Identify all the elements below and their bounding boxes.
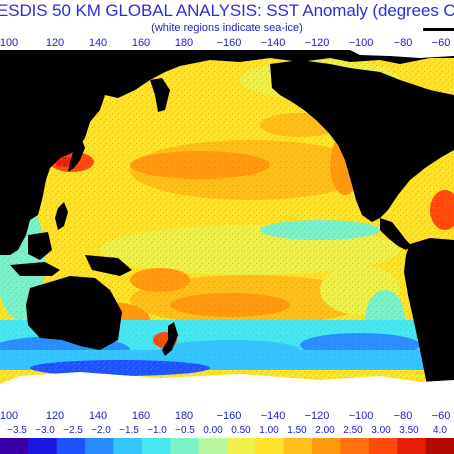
land-indonesia-1 (10, 262, 60, 276)
land-south-america (404, 238, 454, 406)
colorbar-label: 3.50 (399, 425, 419, 436)
colorbar-label: −2.0 (91, 425, 111, 436)
colorbar-swatch (397, 438, 427, 454)
land-central-america (380, 218, 412, 250)
lon-label-top: −140 (260, 37, 286, 49)
colorbar-swatch (340, 438, 370, 454)
colorbar-label: −1.5 (119, 425, 139, 436)
colorbar-swatch (368, 438, 398, 454)
lon-label-top: 100 (0, 37, 19, 49)
land-asia (0, 50, 454, 255)
colorbar-swatch (0, 438, 29, 454)
colorbar-swatch (113, 438, 143, 454)
lon-label-bottom: −120 (304, 410, 330, 422)
sea-ice-arctic (350, 50, 454, 58)
land-japan (68, 140, 85, 172)
colorbar-swatch (170, 438, 200, 454)
sst-anomaly-map (0, 50, 454, 406)
lon-label-top: −160 (216, 37, 242, 49)
longitude-labels-bottom: 100 120 140 160 180 −160 −140 −120 −100 … (0, 410, 454, 424)
colorbar: −3.5 −3.0 −2.5 −2.0 −1.5 −1.0 −0.5 0.00 … (0, 425, 454, 454)
lon-label-bottom: −160 (216, 410, 242, 422)
colorbar-label: −3.0 (35, 425, 55, 436)
lon-label-top: −80 (393, 37, 413, 49)
lon-label-top: −120 (304, 37, 330, 49)
sea-ice-regions (0, 50, 454, 406)
land-borneo (28, 232, 52, 260)
colorbar-swatch (141, 438, 171, 454)
map-title: ESDIS 50 KM GLOBAL ANALYSIS: SST Anomaly… (0, 1, 454, 20)
lon-label-top: 140 (88, 37, 108, 49)
land-new-zealand (162, 322, 178, 356)
lon-label-bottom: −60 (431, 410, 451, 422)
sea-ice-antarctic (0, 372, 454, 406)
lon-label-top: −100 (348, 37, 374, 49)
colorbar-swatch (227, 438, 256, 454)
lon-label-bottom: −80 (393, 410, 413, 422)
lon-label-bottom: −100 (348, 410, 374, 422)
land-australia (26, 276, 122, 350)
lon-label-top: −60 (431, 37, 451, 49)
colorbar-label: 1.00 (259, 425, 279, 436)
colorbar-swatch (283, 438, 313, 454)
map-subtitle: (white regions indicate sea-ice) (151, 22, 303, 34)
land-philippines (55, 202, 68, 230)
lon-label-bottom: 120 (45, 410, 65, 422)
colorbar-swatch (28, 438, 58, 454)
colorbar-label: −1.0 (147, 425, 167, 436)
lon-label-bottom: 160 (131, 410, 151, 422)
land-new-guinea (85, 255, 132, 276)
colorbar-label: 2.00 (315, 425, 335, 436)
lon-label-bottom: 140 (88, 410, 108, 422)
colorbar-label: 1.50 (287, 425, 307, 436)
lon-label-top: 160 (131, 37, 151, 49)
colorbar-swatch (425, 438, 454, 454)
colorbar-label: 3.00 (371, 425, 391, 436)
lon-label-top: 120 (45, 37, 65, 49)
lon-label-bottom: 100 (0, 410, 19, 422)
land-masses (0, 50, 454, 406)
colorbar-label: −0.5 (175, 425, 195, 436)
colorbar-label: 0.00 (203, 425, 223, 436)
longitude-labels-top: 100 120 140 160 180 −160 −140 −120 −100 … (0, 37, 454, 51)
colorbar-swatch (198, 438, 228, 454)
colorbar-label: 4.0 (433, 425, 447, 436)
lon-label-bottom: −140 (260, 410, 286, 422)
land-kamchatka (150, 78, 170, 112)
title-underline (423, 28, 454, 31)
colorbar-swatches (0, 438, 454, 454)
colorbar-label: 2.50 (343, 425, 363, 436)
lon-label-top: 180 (174, 37, 194, 49)
colorbar-label: 0.50 (231, 425, 251, 436)
lon-label-bottom: 180 (174, 410, 194, 422)
colorbar-label: −2.5 (63, 425, 83, 436)
colorbar-swatch (56, 438, 86, 454)
colorbar-label: −3.5 (7, 425, 27, 436)
colorbar-swatch (312, 438, 342, 454)
land-alaska-na (270, 60, 454, 222)
colorbar-swatch (255, 438, 285, 454)
colorbar-swatch (85, 438, 115, 454)
